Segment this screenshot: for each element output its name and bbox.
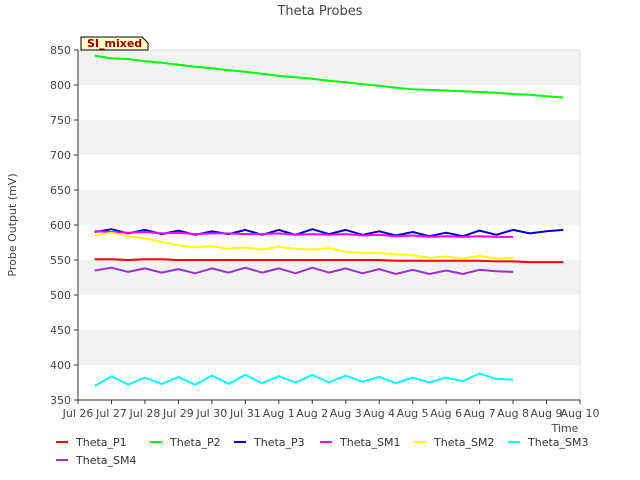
grid-band (78, 260, 580, 295)
series-line-theta-p2 (94, 54, 564, 99)
series-line-theta-p1 (94, 258, 564, 264)
legend: Theta_P1 Theta_P2 Theta_P3 Theta_SM1 Theta_S… (56, 436, 588, 467)
x-tick-label: Aug 6 (430, 407, 462, 420)
x-tick-label: Aug 8 (497, 407, 529, 420)
y-tick-label: 350 (50, 394, 71, 407)
legend-label: Theta_SM1 (339, 436, 400, 449)
y-tick-label: 650 (50, 184, 71, 197)
legend-item-theta-sm4: Theta_SM4 (56, 454, 136, 467)
legend-label: Theta_SM2 (433, 436, 494, 449)
legend-label: Theta_P3 (253, 436, 305, 449)
annotation-background (80, 36, 149, 51)
y-tick-label: 800 (50, 79, 71, 92)
series-line-theta-sm1 (94, 230, 514, 238)
y-axis-label: Probe Output (mV) (6, 173, 19, 276)
x-axis-label: Time (551, 422, 579, 435)
legend-item-theta-p1: Theta_P1 (56, 436, 127, 449)
legend-item-theta-p3: Theta_P3 (234, 436, 305, 449)
x-tick-label: Aug 10 (561, 407, 600, 420)
x-tick-label: Jul 26 (62, 407, 94, 420)
y-tick-label: 450 (50, 324, 71, 337)
chart-title: Theta Probes (276, 4, 362, 19)
legend-label: Theta_SM4 (75, 454, 136, 467)
legend-item-theta-sm1: Theta_SM1 (320, 436, 400, 449)
series-line-theta-sm3 (94, 372, 514, 387)
series-line-theta-sm4 (94, 266, 514, 275)
x-tick-label: Aug 5 (397, 407, 429, 420)
y-tick-label: 850 (50, 44, 71, 57)
y-tick-label: 750 (50, 114, 71, 127)
grid-band (78, 120, 580, 155)
x-tick-label: Aug 9 (531, 407, 563, 420)
grid-bands (77, 49, 581, 401)
x-tick-label: Aug 3 (330, 407, 362, 420)
y-tick-label: 600 (50, 219, 71, 232)
x-tick-label: Aug 4 (363, 407, 395, 420)
x-tick-label: Aug 7 (464, 407, 496, 420)
legend-label: Theta_SM3 (527, 436, 588, 449)
x-tick-label: Aug 1 (263, 407, 295, 420)
x-tick-label: Jul 27 (95, 407, 127, 420)
annotation-box: SI_mixed (80, 36, 149, 51)
y-tick-label: 400 (50, 359, 71, 372)
x-tick-label: Jul 31 (229, 407, 261, 420)
grid-band (78, 50, 580, 85)
legend-item-theta-p2: Theta_P2 (150, 436, 221, 449)
legend-label: Theta_P2 (169, 436, 221, 449)
x-tick-label: Jul 29 (162, 407, 194, 420)
legend-item-theta-sm3: Theta_SM3 (508, 436, 588, 449)
legend-item-theta-sm2: Theta_SM2 (414, 436, 494, 449)
x-tick-label: Jul 30 (195, 407, 227, 420)
y-tick-label: 500 (50, 289, 71, 302)
x-tick-label: Jul 28 (129, 407, 161, 420)
y-tick-label: 700 (50, 149, 71, 162)
series-layer (94, 54, 564, 387)
y-tick-label: 550 (50, 254, 71, 267)
grid-band (78, 190, 580, 225)
x-tick-label: Aug 2 (296, 407, 328, 420)
series-line-theta-sm2 (94, 231, 514, 260)
grid-band (78, 330, 580, 365)
legend-label: Theta_P1 (75, 436, 127, 449)
annotation-text: SI_mixed (87, 37, 142, 50)
